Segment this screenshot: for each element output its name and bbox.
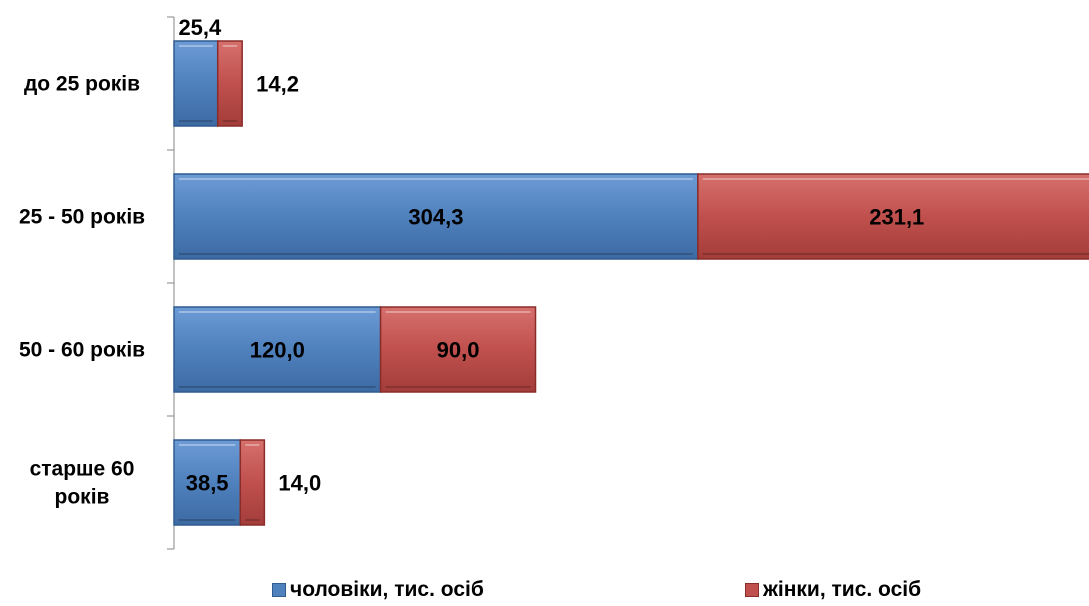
data-label-men: 25,4 — [178, 15, 222, 40]
category-label: до 25 років — [24, 73, 140, 96]
data-label-women: 14,2 — [256, 72, 299, 97]
data-label-women: 90,0 — [437, 338, 480, 363]
legend-item-women: жінки, тис. осіб — [745, 578, 921, 602]
data-label-men: 120,0 — [250, 338, 305, 363]
bar-men — [173, 306, 382, 393]
category-label: 50 - 60 років — [19, 339, 145, 362]
bar-women — [697, 173, 1089, 260]
bar-women — [239, 439, 266, 526]
bar-group — [379, 306, 537, 393]
category-label: старше 60 років — [30, 458, 135, 509]
data-label-men: 304,3 — [408, 205, 463, 230]
legend-label-men: чоловіки, тис. осіб — [290, 578, 484, 601]
legend-label-women: жінки, тис. осіб — [763, 578, 922, 601]
category-label: 25 - 50 років — [19, 206, 145, 229]
data-label-men: 38,5 — [186, 471, 229, 496]
bar-group — [173, 40, 219, 127]
bar-women — [379, 306, 537, 393]
bar-group — [173, 306, 382, 393]
data-label-women: 231,1 — [869, 205, 924, 230]
legend: чоловіки, тис. осіб жінки, тис. осіб — [0, 578, 1089, 606]
bar-group — [216, 40, 243, 127]
bar-group — [697, 173, 1089, 260]
legend-swatch-women — [745, 583, 759, 597]
bar-women — [216, 40, 243, 127]
bar-group — [173, 439, 242, 526]
data-label-women: 14,0 — [278, 471, 321, 496]
legend-item-men: чоловіки, тис. осіб — [272, 578, 484, 602]
bar-group — [239, 439, 266, 526]
bar-men — [173, 40, 219, 127]
bar-men — [173, 439, 242, 526]
legend-swatch-men — [272, 583, 286, 597]
